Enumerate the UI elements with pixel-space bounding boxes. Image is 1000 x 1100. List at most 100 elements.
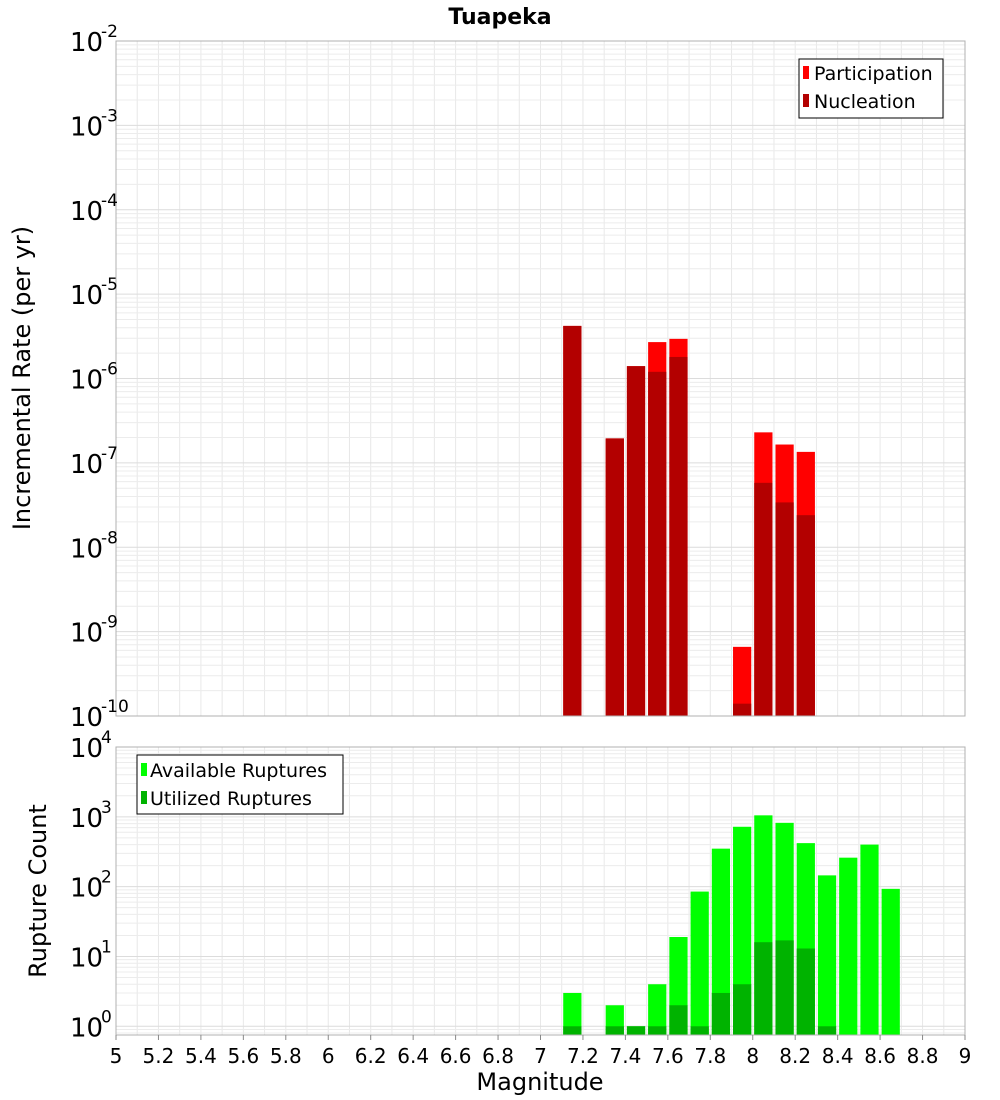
bar-utilized-ruptures xyxy=(775,940,794,1035)
y-tick-label: 10 xyxy=(70,1013,103,1043)
bottom-legend: Available Ruptures Utilized Ruptures xyxy=(136,754,344,815)
legend-nucleation-swatch xyxy=(803,94,809,107)
bar-available-ruptures xyxy=(648,984,667,1035)
legend-available-label: Available Ruptures xyxy=(150,760,327,782)
y-tick-exponent: 0 xyxy=(101,1007,112,1027)
x-axis-label: Magnitude xyxy=(476,1068,603,1096)
y-tick-label: 10 xyxy=(70,450,103,480)
y-tick-label: 10 xyxy=(70,804,103,834)
x-tick-label: 7.4 xyxy=(609,1044,641,1068)
bar-utilized-ruptures xyxy=(711,992,731,1035)
x-tick-label: 5 xyxy=(110,1044,123,1068)
bar-utilized-ruptures xyxy=(669,1005,688,1035)
bar-utilized-ruptures xyxy=(605,1026,624,1035)
legend-utilized-label: Utilized Ruptures xyxy=(150,788,312,810)
x-tick-label: 6.6 xyxy=(440,1044,472,1068)
bar-nucleation xyxy=(648,371,667,716)
legend-participation-swatch xyxy=(803,66,809,79)
x-tick-label: 7.6 xyxy=(652,1044,684,1068)
legend-nucleation-label: Nucleation xyxy=(814,91,916,113)
bar-available-ruptures xyxy=(711,848,731,1035)
y-tick-label: 10 xyxy=(70,703,103,733)
bar-utilized-ruptures xyxy=(796,948,815,1035)
x-tick-label: 5.8 xyxy=(270,1044,302,1068)
bar-available-ruptures xyxy=(860,844,879,1035)
top-y-axis-label: Incremental Rate (per yr) xyxy=(8,226,36,530)
y-tick-exponent: -8 xyxy=(101,528,118,548)
bar-utilized-ruptures xyxy=(626,1026,646,1035)
bar-nucleation xyxy=(626,366,646,716)
bar-nucleation xyxy=(563,325,582,716)
bar-available-ruptures xyxy=(690,891,709,1035)
y-tick-label: 10 xyxy=(70,281,103,311)
y-tick-exponent: -7 xyxy=(101,444,118,464)
y-tick-label: 10 xyxy=(70,734,103,764)
y-tick-exponent: -10 xyxy=(101,697,129,717)
x-tick-label: 5.6 xyxy=(227,1044,259,1068)
y-tick-label: 10 xyxy=(70,28,103,58)
bar-available-ruptures xyxy=(817,875,837,1035)
y-tick-exponent: -6 xyxy=(101,360,118,380)
bar-nucleation xyxy=(733,703,752,716)
bottom-bars xyxy=(563,815,900,1035)
bar-nucleation xyxy=(754,482,773,716)
bar-utilized-ruptures xyxy=(690,1026,709,1035)
x-tick-label: 8.6 xyxy=(864,1044,896,1068)
bar-utilized-ruptures xyxy=(817,1026,837,1035)
x-tick-label: 8.4 xyxy=(822,1044,854,1068)
x-tick-label: 9 xyxy=(959,1044,972,1068)
bar-available-ruptures xyxy=(733,826,752,1035)
legend-utilized-swatch xyxy=(141,791,147,804)
top-plot-frame xyxy=(115,40,966,717)
y-tick-label: 10 xyxy=(70,112,103,142)
x-tick-label: 6.8 xyxy=(482,1044,514,1068)
y-tick-exponent: -3 xyxy=(101,106,118,126)
y-tick-exponent: 2 xyxy=(101,868,112,888)
x-tick-label: 5.2 xyxy=(143,1044,175,1068)
x-tick-label: 8 xyxy=(746,1044,759,1068)
x-tick-label: 6.2 xyxy=(355,1044,387,1068)
bar-available-ruptures xyxy=(881,888,900,1035)
bar-utilized-ruptures xyxy=(733,984,752,1035)
y-tick-exponent: -2 xyxy=(101,22,118,42)
y-tick-exponent: -5 xyxy=(101,275,118,295)
chart-title: Tuapeka xyxy=(448,5,551,30)
x-tick-label: 8.2 xyxy=(779,1044,811,1068)
x-tick-label: 5.4 xyxy=(185,1044,217,1068)
bar-available-ruptures xyxy=(839,857,858,1035)
x-tick-label: 8.8 xyxy=(907,1044,939,1068)
y-tick-exponent: 4 xyxy=(101,728,112,748)
bar-nucleation xyxy=(796,515,815,716)
legend-participation-label: Participation xyxy=(814,63,933,85)
bar-utilized-ruptures xyxy=(648,1026,667,1035)
x-tick-label: 7 xyxy=(534,1044,547,1068)
x-tick-label: 7.2 xyxy=(567,1044,599,1068)
y-tick-label: 10 xyxy=(70,874,103,904)
y-tick-label: 10 xyxy=(70,534,103,564)
bar-nucleation xyxy=(669,356,688,716)
bar-nucleation xyxy=(605,438,624,716)
y-tick-exponent: -4 xyxy=(101,191,118,211)
top-legend: Participation Nucleation xyxy=(798,58,944,119)
bar-utilized-ruptures xyxy=(754,942,773,1035)
x-tick-label: 6 xyxy=(322,1044,335,1068)
x-ticks: 5 5.2 5.4 5.6 5.8 6 6.2 6.4 6.6 6.8 7 7.2 7.4 7.6 7.8 8… xyxy=(110,1035,972,1068)
y-tick-exponent: 3 xyxy=(101,798,112,818)
bar-participation xyxy=(733,646,752,716)
bar-utilized-ruptures xyxy=(563,1026,582,1035)
y-tick-label: 10 xyxy=(70,366,103,396)
y-tick-exponent: 1 xyxy=(101,937,112,957)
bar-nucleation xyxy=(775,502,794,716)
top-bars xyxy=(563,325,815,716)
bar-available-ruptures xyxy=(563,992,582,1035)
bottom-y-axis-label: Rupture Count xyxy=(24,804,52,978)
y-tick-label: 10 xyxy=(70,197,103,227)
x-tick-label: 6.4 xyxy=(397,1044,429,1068)
y-tick-label: 10 xyxy=(70,943,103,973)
y-tick-label: 10 xyxy=(70,619,103,649)
x-tick-label: 7.8 xyxy=(694,1044,726,1068)
y-tick-exponent: -9 xyxy=(101,613,118,633)
